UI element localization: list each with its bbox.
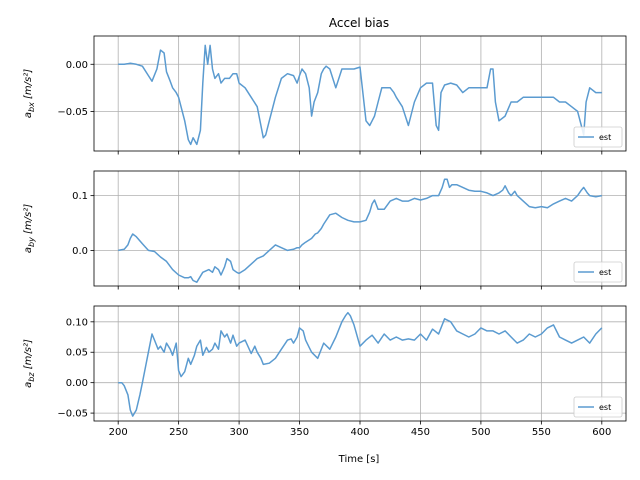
y-tick-label: 0.00 <box>66 60 88 71</box>
legend-label: est <box>599 268 611 277</box>
x-tick-label: 250 <box>169 427 188 438</box>
x-tick-label: 600 <box>592 427 611 438</box>
y-tick-label: 0.1 <box>72 191 88 202</box>
x-axis-label: Time [s] <box>338 454 380 465</box>
x-tick-label: 400 <box>350 427 369 438</box>
y-tick-label: 0.0 <box>72 246 88 257</box>
axes-frame <box>93 35 627 152</box>
y-tick-label: 0.10 <box>66 317 88 328</box>
y-tick-label: −0.05 <box>57 107 88 118</box>
y-axis-label: abx [m/s²] <box>23 69 36 118</box>
series-line-est <box>118 44 602 146</box>
axes-frame <box>93 170 627 287</box>
legend-label: est <box>599 133 611 142</box>
legend-label: est <box>599 403 611 412</box>
y-axis-label: aby [m/s²] <box>23 204 36 253</box>
panel-3: 200 250 300 350 400 450 500 550 600 0.10 0.05 0.00 −… <box>23 305 627 438</box>
y-tick-label: 0.00 <box>66 378 88 389</box>
legend-box <box>573 126 623 148</box>
x-tick-label: 200 <box>109 427 128 438</box>
x-tick-label: 550 <box>532 427 551 438</box>
panel-2: 0.1 0.0 aby [m/s²] est <box>23 170 627 290</box>
panel-1: 0.00 −0.05 abx [m/s²] est <box>23 35 627 155</box>
x-tick-label: 450 <box>411 427 430 438</box>
y-axis-label: abz [m/s²] <box>23 339 36 388</box>
series-line-est <box>118 311 603 417</box>
panels-group: 0.00 −0.05 abx [m/s²] est 0.1 0.0 aby [m/s²] es… <box>23 35 627 438</box>
y-tick-label: 0.05 <box>66 348 88 359</box>
x-tick-label: 350 <box>290 427 309 438</box>
axes-frame <box>93 305 627 422</box>
chart-title: Accel bias <box>329 16 389 30</box>
y-tick-label: −0.05 <box>57 409 88 420</box>
series-line-est <box>118 178 602 283</box>
legend-box <box>573 396 623 418</box>
legend-box <box>573 261 623 283</box>
x-tick-label: 300 <box>230 427 249 438</box>
x-tick-label: 500 <box>471 427 490 438</box>
